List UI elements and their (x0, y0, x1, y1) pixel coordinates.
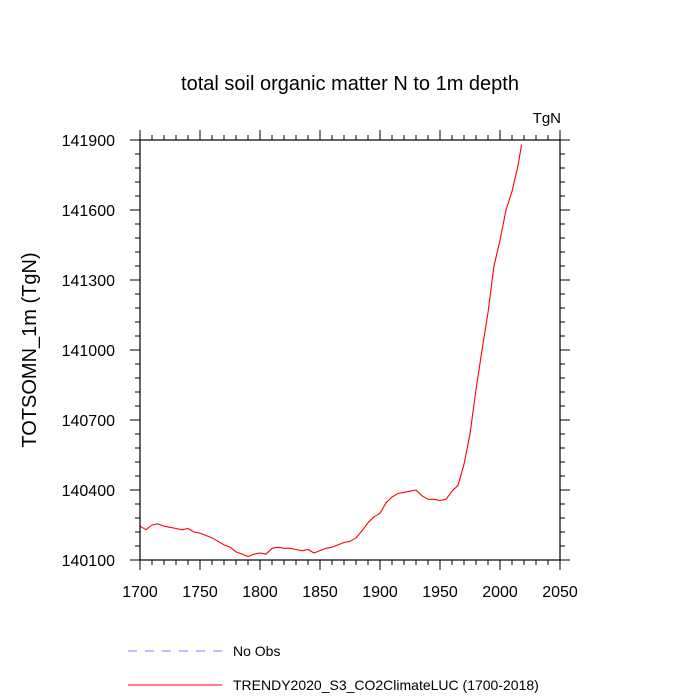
plot-frame (139, 139, 561, 561)
y-tick-label: 141900 (62, 133, 115, 150)
x-tick-label: 1800 (242, 584, 278, 601)
y-tick-label: 140100 (62, 553, 115, 570)
axis-tick-labels: 1700 1750 1800 1850 1900 1950 2000 2050 140100 14… (62, 133, 578, 601)
chart-title: total soil organic matter N to 1m depth (181, 73, 519, 95)
legend-label-trendy: TRENDY2020_S3_CO2ClimateLUC (1700-2018) (233, 677, 539, 693)
x-tick-label: 1950 (422, 584, 458, 601)
x-tick-label: 2050 (542, 584, 578, 601)
y-tick-label: 140400 (62, 483, 115, 500)
axis-ticks (130, 130, 570, 570)
legend-label-no-obs: No Obs (233, 643, 280, 659)
units-label: TgN (533, 110, 561, 127)
y-tick-label: 140700 (62, 413, 115, 430)
y-axis-label: TOTSOMN_1m (TgN) (19, 252, 41, 447)
series-line-trendy2020 (139, 144, 523, 558)
y-tick-label: 141300 (62, 273, 115, 290)
x-tick-label: 1750 (182, 584, 218, 601)
x-tick-label: 1850 (302, 584, 338, 601)
y-tick-label: 141000 (62, 343, 115, 360)
series-layer (139, 144, 523, 558)
legend: No Obs TRENDY2020_S3_CO2ClimateLUC (1700… (128, 643, 539, 693)
x-tick-label: 1700 (122, 584, 158, 601)
x-tick-label: 1900 (362, 584, 398, 601)
y-tick-label: 141600 (62, 203, 115, 220)
x-tick-label: 2000 (482, 584, 518, 601)
